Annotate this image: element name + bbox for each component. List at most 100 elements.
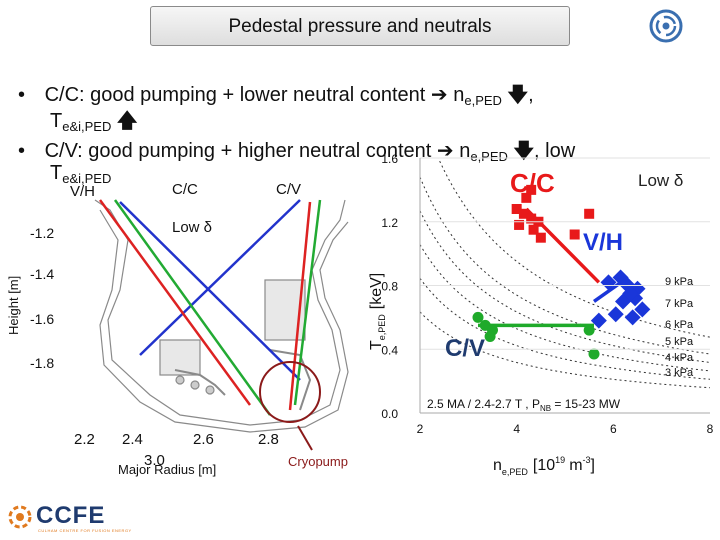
xlabel-n: n bbox=[493, 457, 502, 474]
y-tick-label: 1.6 bbox=[381, 152, 398, 166]
annotation: 2.5 MA / 2.4-2.7 T , PNB = 15-23 MW bbox=[427, 397, 621, 413]
x-axis-label: ne,PED [1019 m-3] bbox=[493, 455, 595, 477]
bullet-tail: , bbox=[528, 84, 534, 106]
bullet-n-sub: e,PED bbox=[470, 149, 508, 164]
data-points bbox=[472, 184, 651, 360]
point-cv bbox=[588, 348, 600, 360]
y-axis-label: Te,PED [keV] bbox=[368, 273, 387, 350]
point-cc bbox=[526, 184, 537, 195]
fit-lines bbox=[478, 207, 629, 328]
point-cv bbox=[583, 324, 595, 336]
bullet-cv-line2: Te&i,PED bbox=[50, 162, 111, 186]
down-arrow-icon: 🡇 bbox=[507, 84, 529, 106]
series-label-cc: C/C bbox=[510, 168, 555, 198]
cryopump-arrow bbox=[297, 425, 313, 451]
annotation-tail: = 15-23 MW bbox=[551, 397, 621, 411]
xtick: 3.0 bbox=[144, 452, 165, 469]
ytick: -1.8 bbox=[30, 355, 54, 371]
xlabel-exp: 19 bbox=[555, 455, 565, 465]
bullet-mark: • bbox=[18, 84, 26, 106]
bullet-tail: , low bbox=[534, 140, 576, 162]
point-cc bbox=[514, 219, 525, 230]
xlabel-sub: e,PED bbox=[502, 467, 529, 477]
ylabel-sub: e,PED bbox=[377, 314, 387, 341]
point-vh bbox=[612, 269, 629, 286]
x-tick-label: 4 bbox=[513, 422, 520, 436]
bullet-cc: • C/C: good pumping + lower neutral cont… bbox=[18, 80, 534, 114]
point-vh bbox=[622, 285, 639, 302]
institute-logo-icon bbox=[649, 9, 683, 43]
isobar-label: 9 kPa bbox=[665, 276, 694, 288]
isobar-label: 3 kPa bbox=[665, 367, 694, 379]
legend-cc: C/C bbox=[172, 181, 198, 198]
bullet-n: n bbox=[453, 84, 465, 106]
vh-line-right bbox=[139, 199, 301, 356]
x-tick-label: 8 bbox=[707, 422, 714, 436]
cv-line-right bbox=[293, 199, 322, 406]
vh-line-left bbox=[119, 201, 301, 381]
isobar-curve bbox=[420, 244, 710, 372]
cc-line-right bbox=[288, 201, 312, 411]
x-tick-label: 6 bbox=[610, 422, 617, 436]
bullet-n: n bbox=[459, 140, 471, 162]
isobar-curve bbox=[420, 278, 710, 380]
ylabel-t: T bbox=[368, 340, 385, 350]
isobar-label: 7 kPa bbox=[665, 298, 694, 310]
right-arrow-icon: ➔ bbox=[430, 84, 448, 106]
slide-title: Pedestal pressure and neutrals bbox=[150, 6, 570, 46]
xtick: 2.8 bbox=[258, 431, 279, 448]
bullet-t: T bbox=[50, 110, 63, 132]
point-vh bbox=[634, 301, 651, 318]
bullet-text: C/V: good pumping + higher neutral conte… bbox=[44, 140, 432, 162]
point-vh bbox=[607, 306, 624, 323]
ytick: -1.2 bbox=[30, 225, 54, 241]
isobar-label: 6 kPa bbox=[665, 319, 694, 331]
bullet-text: C/C: good pumping + lower neutral conten… bbox=[44, 84, 426, 106]
isobar-lines bbox=[420, 158, 710, 389]
bullet-t-sub: e&i,PED bbox=[62, 171, 112, 186]
cv-line-left bbox=[113, 199, 272, 416]
point-cc bbox=[526, 213, 537, 224]
xtick: 2.2 bbox=[74, 431, 95, 448]
y-tick-label: 0.0 bbox=[381, 407, 398, 421]
isobar-labels: 9 kPa 7 kPa 6 kPa 5 kPa 4 kPa 3 kPa bbox=[665, 276, 694, 379]
ylabel-unit: [keV] bbox=[368, 273, 385, 309]
equilibrium-plot: V/H C/C C/V Low δ -1.2 -1.4 -1.6 -1.8 He… bbox=[6, 181, 349, 477]
bullet-cv: • C/V: good pumping + higher neutral con… bbox=[18, 136, 575, 170]
y-tick-label: 1.2 bbox=[381, 216, 398, 230]
point-vh bbox=[624, 309, 641, 326]
bullet-t-sub: e&i,PED bbox=[62, 119, 112, 134]
down-arrow-icon: 🡇 bbox=[513, 140, 535, 162]
xtick: 2.4 bbox=[122, 431, 143, 448]
xtick: 2.6 bbox=[193, 431, 214, 448]
point-cv bbox=[484, 331, 496, 342]
point-cc bbox=[521, 192, 532, 203]
ytick: -1.4 bbox=[30, 266, 54, 282]
low-delta-label: Low δ bbox=[172, 219, 212, 236]
xlabel: Major Radius [m] bbox=[118, 462, 216, 477]
bullet-cc-line2: Te&i,PED 🡅 bbox=[50, 106, 137, 140]
slide-title-text: Pedestal pressure and neutrals bbox=[228, 16, 492, 37]
ccfe-logo-text: CCFE bbox=[36, 502, 106, 529]
series-label-cv: C/V bbox=[445, 335, 485, 362]
xlabel-unit: [10 bbox=[533, 457, 555, 474]
bullet-mark: • bbox=[18, 140, 26, 162]
xlabel-m: m bbox=[569, 457, 582, 474]
ylabel: Height [m] bbox=[6, 276, 21, 335]
y-tick-label: 0.4 bbox=[381, 343, 398, 357]
y-tick-label: 0.8 bbox=[381, 280, 398, 294]
ytick: -1.6 bbox=[30, 311, 54, 327]
point-cc bbox=[511, 204, 522, 214]
point-cc bbox=[518, 208, 529, 219]
ylabel-text: Te,PED [keV] bbox=[368, 273, 387, 350]
chart-title: Low δ bbox=[638, 171, 683, 190]
cc-line-left bbox=[98, 199, 252, 406]
ccfe-logo-subtext: CULHAM CENTRE FOR FUSION ENERGY bbox=[38, 528, 132, 533]
isobar-label: 5 kPa bbox=[665, 336, 694, 348]
cryopump-circle bbox=[259, 361, 321, 423]
up-arrow-icon: 🡅 bbox=[116, 110, 138, 132]
point-vh bbox=[600, 274, 617, 291]
annotation-sub: NB bbox=[540, 404, 551, 413]
bullet-n-sub: e,PED bbox=[464, 93, 502, 108]
legend-cv: C/V bbox=[276, 181, 301, 198]
